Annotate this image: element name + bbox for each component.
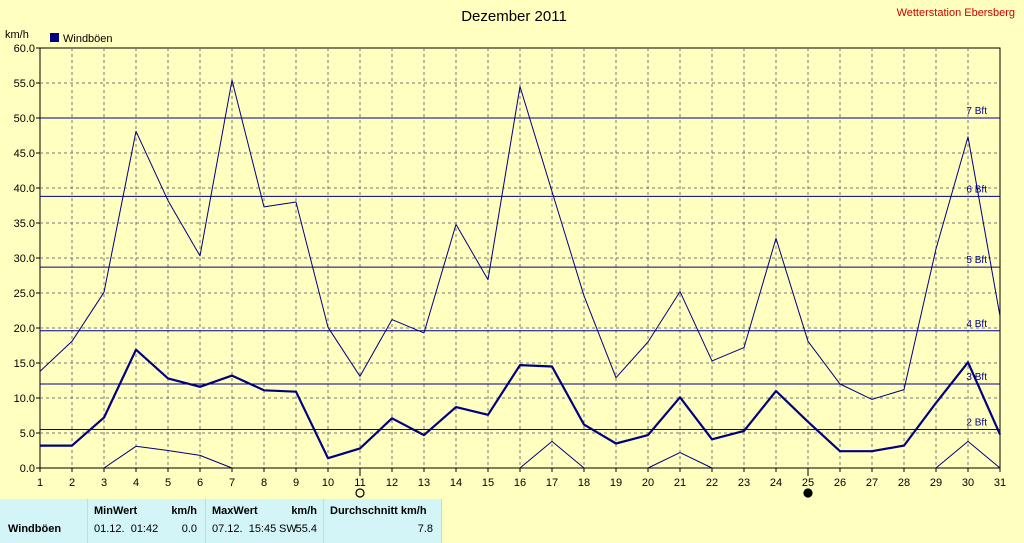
x-tick-label: 24 bbox=[770, 477, 782, 489]
axis-ticks: 1 2 3 4 5 6 7 8 9 10 11 12 13 14 15 16 17 18 19 20 21 22 23 24 2… bbox=[14, 43, 1007, 489]
max-cell: MaxWert km/h 07.12. 15:45 SW 55.4 bbox=[206, 499, 324, 543]
x-tick-label: 3 bbox=[101, 477, 107, 489]
beaufort-lines: 2 Bft 3 Bft 4 Bft 5 Bft 6 Bft 7 Bft bbox=[40, 106, 1000, 430]
x-tick-label: 15 bbox=[482, 477, 494, 489]
chart-title: Dezember 2011 bbox=[461, 8, 567, 25]
x-tick-label: 25 bbox=[802, 477, 814, 489]
x-tick-label: 21 bbox=[674, 477, 686, 489]
max-time: 07.12. 15:45 bbox=[212, 523, 277, 535]
station-name: Wetterstation Ebersberg bbox=[897, 7, 1015, 19]
y-tick-label: 10.0 bbox=[14, 393, 35, 405]
beaufort-label: 6 Bft bbox=[966, 184, 987, 195]
day-markers bbox=[355, 468, 813, 498]
legend-swatch bbox=[50, 33, 59, 42]
y-tick-label: 5.0 bbox=[20, 428, 35, 440]
x-tick-label: 17 bbox=[546, 477, 558, 489]
y-tick-label: 50.0 bbox=[14, 113, 35, 125]
full-moon-icon bbox=[355, 488, 365, 498]
stats-table: Windböen MinWert km/h 01.12. 01:42 0.0 M… bbox=[0, 499, 1024, 543]
min-cell: MinWert km/h 01.12. 01:42 0.0 bbox=[88, 499, 206, 543]
y-tick-label: 45.0 bbox=[14, 148, 35, 160]
x-tick-label: 29 bbox=[930, 477, 942, 489]
y-tick-label: 15.0 bbox=[14, 358, 35, 370]
max-unit: km/h bbox=[291, 505, 317, 517]
stats-label-cell: Windböen bbox=[0, 499, 88, 543]
new-moon-icon bbox=[803, 488, 813, 498]
y-tick-label: 55.0 bbox=[14, 78, 35, 90]
y-tick-label: 40.0 bbox=[14, 183, 35, 195]
min-series-line bbox=[935, 440, 1001, 469]
legend-label: Windböen bbox=[63, 33, 113, 45]
beaufort-label: 3 Bft bbox=[966, 372, 987, 383]
x-tick-label: 11 bbox=[354, 477, 365, 489]
x-tick-label: 31 bbox=[994, 477, 1006, 489]
x-tick-label: 30 bbox=[962, 477, 974, 489]
min-time: 01.12. 01:42 bbox=[94, 523, 159, 535]
max-value: 55.4 bbox=[295, 523, 317, 535]
series-lines bbox=[39, 79, 1002, 469]
avg-value: 7.8 bbox=[417, 523, 433, 535]
y-tick-label: 35.0 bbox=[14, 218, 35, 230]
y-axis-label: km/h bbox=[5, 29, 29, 41]
min-value: 0.0 bbox=[181, 523, 197, 535]
x-tick-label: 10 bbox=[322, 477, 334, 489]
y-tick-label: 25.0 bbox=[14, 288, 35, 300]
y-tick-label: 60.0 bbox=[14, 43, 35, 55]
stats-row-label: Windböen bbox=[8, 523, 62, 535]
x-tick-label: 26 bbox=[834, 477, 846, 489]
beaufort-label: 7 Bft bbox=[966, 106, 987, 117]
max-direction: SW bbox=[279, 523, 297, 535]
wind-chart: Dezember 2011 Wetterstation Ebersberg km… bbox=[5, 7, 1015, 498]
x-tick-label: 20 bbox=[642, 477, 654, 489]
x-tick-label: 1 bbox=[37, 477, 43, 489]
min-series-line bbox=[103, 445, 233, 469]
x-tick-label: 27 bbox=[866, 477, 878, 489]
x-tick-label: 6 bbox=[197, 477, 203, 489]
avg-cell: Durchschnitt km/h 7.8 bbox=[324, 499, 442, 543]
beaufort-label: 5 Bft bbox=[966, 255, 987, 266]
x-tick-label: 13 bbox=[418, 477, 430, 489]
y-tick-label: 20.0 bbox=[14, 323, 35, 335]
y-tick-label: 0.0 bbox=[20, 463, 35, 475]
x-tick-label: 5 bbox=[165, 477, 171, 489]
min-series-line bbox=[647, 452, 713, 469]
max-header: MaxWert bbox=[212, 505, 258, 517]
x-tick-label: 9 bbox=[293, 477, 299, 489]
y-tick-label: 30.0 bbox=[14, 253, 35, 265]
x-tick-label: 7 bbox=[229, 477, 235, 489]
beaufort-label: 4 Bft bbox=[966, 319, 987, 330]
x-tick-label: 2 bbox=[69, 477, 75, 489]
min-header: MinWert bbox=[94, 505, 138, 517]
min-unit: km/h bbox=[171, 505, 197, 517]
avg-header: Durchschnitt km/h bbox=[330, 505, 427, 517]
avg-series-line bbox=[40, 348, 1002, 460]
x-tick-label: 18 bbox=[578, 477, 590, 489]
max-series-line bbox=[39, 79, 1001, 400]
x-tick-label: 14 bbox=[450, 477, 462, 489]
x-tick-label: 4 bbox=[133, 477, 139, 489]
x-tick-label: 23 bbox=[738, 477, 750, 489]
beaufort-label: 2 Bft bbox=[966, 418, 987, 429]
x-tick-label: 16 bbox=[514, 477, 526, 489]
x-tick-label: 28 bbox=[898, 477, 910, 489]
min-series-line bbox=[519, 440, 585, 469]
x-tick-label: 19 bbox=[610, 477, 622, 489]
x-tick-label: 12 bbox=[386, 477, 398, 489]
x-tick-label: 8 bbox=[261, 477, 267, 489]
x-tick-label: 22 bbox=[706, 477, 718, 489]
